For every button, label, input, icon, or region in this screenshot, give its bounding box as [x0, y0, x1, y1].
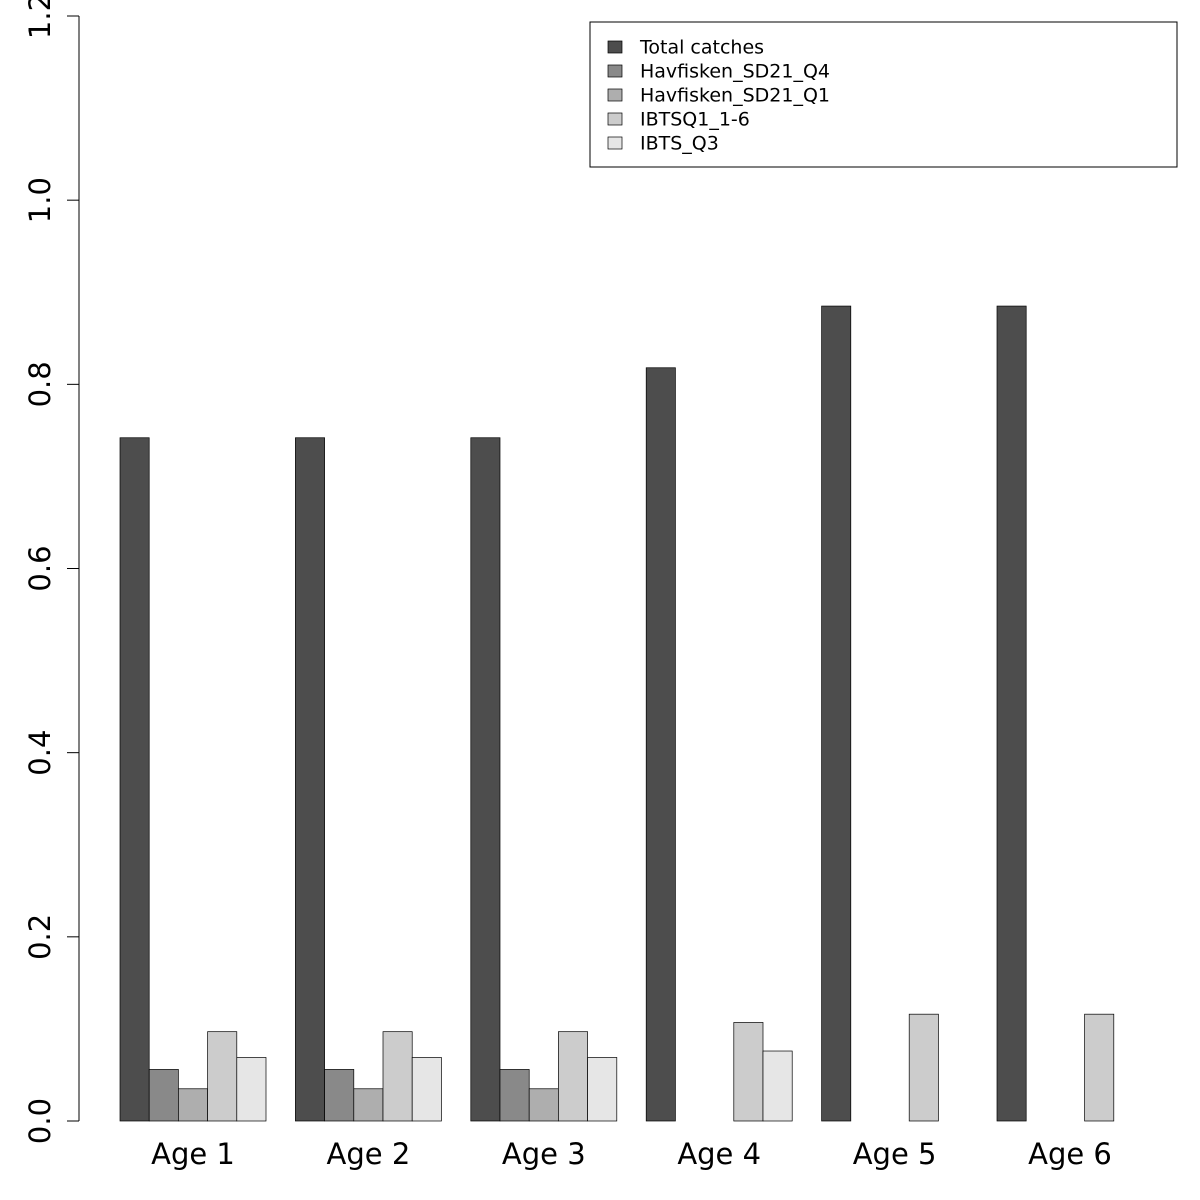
legend-label: Havfisken_SD21_Q4	[640, 61, 830, 83]
legend-box	[589, 21, 1178, 168]
x-tick-label: Age 3	[502, 1137, 586, 1171]
bar	[148, 1069, 179, 1122]
bars	[119, 305, 1115, 1122]
bar	[470, 437, 501, 1122]
legend-label: Havfisken_SD21_Q1	[640, 85, 830, 107]
legend-swatch	[607, 136, 623, 150]
bar	[821, 305, 852, 1122]
bar	[996, 305, 1027, 1122]
legend-label: IBTS_Q3	[640, 133, 719, 155]
bar	[353, 1088, 384, 1122]
bar	[645, 367, 676, 1122]
y-tick-label: 0.4	[23, 730, 57, 776]
bar	[1084, 1013, 1115, 1122]
y-tick-label: 1.0	[23, 177, 57, 223]
bar	[558, 1031, 588, 1122]
bar	[178, 1088, 208, 1122]
y-tick-label: 0.2	[23, 914, 57, 960]
x-tick-label: Age 2	[327, 1137, 411, 1171]
bar	[119, 437, 150, 1122]
bar	[411, 1057, 442, 1122]
bar	[207, 1031, 238, 1122]
y-tick-label: 0.0	[23, 1098, 57, 1144]
bar	[733, 1022, 764, 1122]
bar	[382, 1031, 413, 1122]
y-tick-label: 0.6	[23, 545, 57, 591]
x-tick-label: Age 1	[151, 1137, 235, 1171]
bar	[499, 1069, 530, 1122]
bar	[295, 437, 325, 1122]
y-tick-label: 0.8	[23, 361, 57, 407]
legend-swatch	[607, 112, 623, 126]
x-tick-label: Age 4	[677, 1137, 761, 1171]
bar	[236, 1057, 267, 1122]
bar	[762, 1050, 793, 1122]
bar	[324, 1069, 355, 1122]
x-tick-label: Age 6	[1028, 1137, 1112, 1171]
x-axis: Age 1 Age 2 Age 3 Age 4 Age 5 Age 6	[151, 1137, 1112, 1171]
x-tick-label: Age 5	[853, 1137, 937, 1171]
legend-swatch	[607, 40, 623, 54]
legend: Total catchesHavfisken_SD21_Q4Havfisken_…	[589, 21, 1178, 168]
y-axis: 0.0 0.2 0.4 0.6 0.8 1.0 1.2	[23, 0, 80, 1144]
legend-label: IBTSQ1_1-6	[640, 109, 750, 131]
legend-swatch	[607, 64, 623, 78]
bar	[587, 1057, 618, 1122]
y-tick-label: 1.2	[23, 0, 57, 39]
bar	[908, 1013, 939, 1122]
legend-swatch	[607, 88, 623, 102]
legend-label: Total catches	[639, 37, 764, 59]
bar	[528, 1088, 559, 1122]
